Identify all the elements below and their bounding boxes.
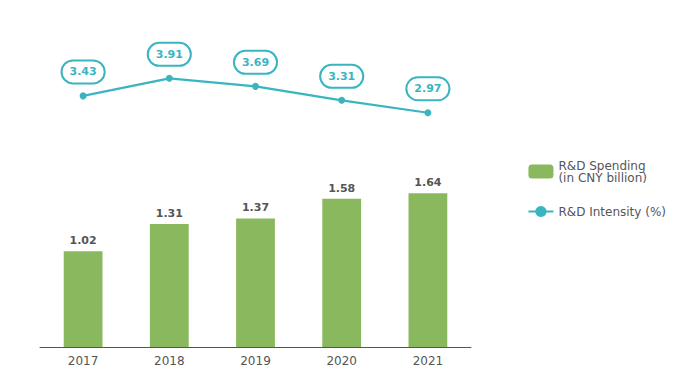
svg-text:2.97: 2.97 bbox=[414, 82, 441, 95]
svg-text:2017: 2017 bbox=[68, 354, 99, 368]
svg-text:1.37: 1.37 bbox=[242, 201, 269, 214]
svg-text:2019: 2019 bbox=[240, 354, 271, 368]
svg-text:3.43: 3.43 bbox=[70, 65, 97, 78]
svg-text:3.31: 3.31 bbox=[328, 70, 355, 83]
svg-text:2021: 2021 bbox=[413, 354, 444, 368]
svg-text:1.58: 1.58 bbox=[328, 182, 355, 195]
svg-text:(in CNY billion): (in CNY billion) bbox=[558, 171, 647, 185]
svg-text:R&D Spending: R&D Spending bbox=[558, 158, 646, 173]
svg-text:2018: 2018 bbox=[154, 354, 185, 368]
svg-text:1.31: 1.31 bbox=[156, 207, 183, 220]
svg-text:1.02: 1.02 bbox=[70, 234, 97, 247]
svg-text:3.69: 3.69 bbox=[242, 56, 269, 69]
svg-text:2020: 2020 bbox=[326, 354, 357, 368]
svg-text:3.91: 3.91 bbox=[156, 48, 183, 61]
svg-text:1.64: 1.64 bbox=[414, 176, 441, 189]
svg-text:R&D Intensity (%): R&D Intensity (%) bbox=[558, 205, 666, 219]
